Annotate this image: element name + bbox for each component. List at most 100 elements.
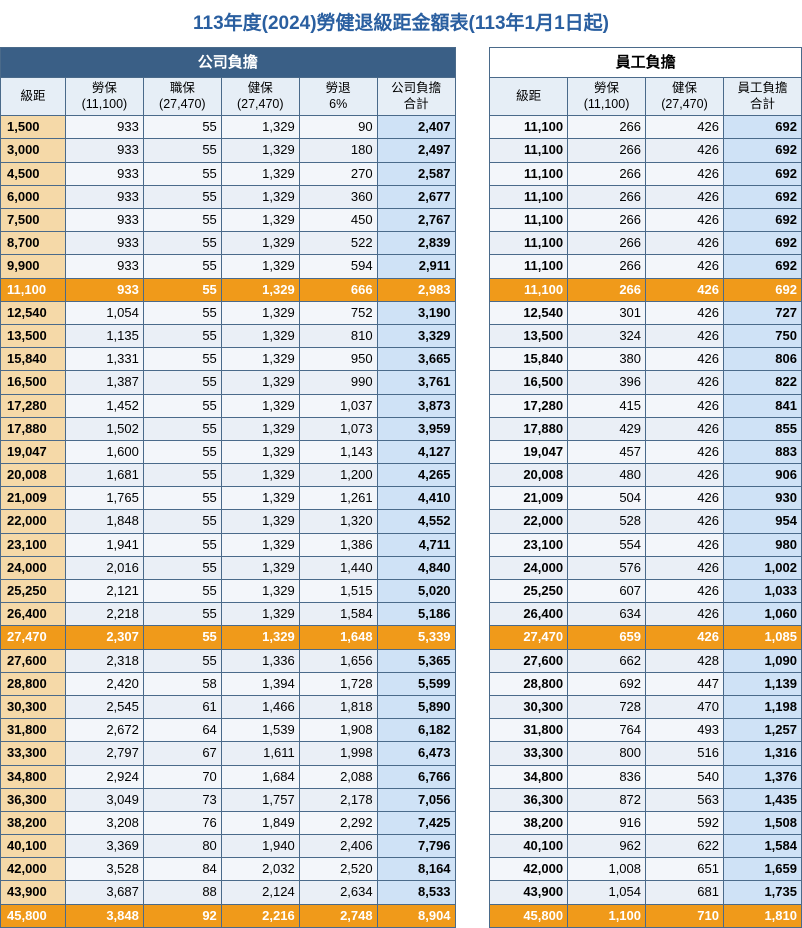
cell-emp-bracket: 11,100 — [490, 162, 568, 185]
gap-cell — [455, 348, 490, 371]
col-bracket: 級距 — [1, 78, 66, 116]
cell-bracket: 13,500 — [1, 324, 66, 347]
cell-laobao: 1,502 — [65, 417, 143, 440]
cell-emp-bracket: 11,100 — [490, 278, 568, 301]
cell-emp-jianbao: 426 — [646, 556, 724, 579]
cell-jianbao: 1,849 — [221, 811, 299, 834]
cell-emp-bracket: 16,500 — [490, 371, 568, 394]
col-jianbao: 健保(27,470) — [221, 78, 299, 116]
cell-emp-total: 1,810 — [723, 904, 801, 927]
cell-jianbao: 1,329 — [221, 417, 299, 440]
cell-laotui: 990 — [299, 371, 377, 394]
cell-emp-jianbao: 426 — [646, 255, 724, 278]
cell-laobao: 3,528 — [65, 858, 143, 881]
cell-bracket: 15,840 — [1, 348, 66, 371]
cell-bracket: 20,008 — [1, 464, 66, 487]
cell-jianbao: 1,940 — [221, 835, 299, 858]
cell-emp-bracket: 30,300 — [490, 695, 568, 718]
cell-emp-laobao: 662 — [568, 649, 646, 672]
gap-cell — [455, 765, 490, 788]
cell-jianbao: 1,329 — [221, 278, 299, 301]
cell-laobao: 2,307 — [65, 626, 143, 649]
insurance-table: 公司負擔 員工負擔 級距 勞保(11,100) 職保(27,470) 健保(27… — [0, 47, 802, 928]
cell-zhibao: 55 — [143, 556, 221, 579]
cell-company-total: 4,711 — [377, 533, 455, 556]
cell-emp-total: 883 — [723, 440, 801, 463]
cell-emp-jianbao: 426 — [646, 116, 724, 139]
cell-emp-jianbao: 447 — [646, 672, 724, 695]
cell-company-total: 2,497 — [377, 139, 455, 162]
col-emp-laobao: 勞保(11,100) — [568, 78, 646, 116]
gap-cell — [455, 255, 490, 278]
cell-emp-laobao: 266 — [568, 278, 646, 301]
cell-company-total: 4,840 — [377, 556, 455, 579]
cell-emp-bracket: 40,100 — [490, 835, 568, 858]
gap-cell — [455, 162, 490, 185]
gap-cell — [455, 510, 490, 533]
gap-cell — [455, 209, 490, 232]
cell-laobao: 933 — [65, 139, 143, 162]
cell-laotui: 360 — [299, 185, 377, 208]
cell-emp-bracket: 26,400 — [490, 603, 568, 626]
cell-zhibao: 55 — [143, 603, 221, 626]
cell-emp-bracket: 45,800 — [490, 904, 568, 927]
cell-bracket: 8,700 — [1, 232, 66, 255]
cell-emp-laobao: 457 — [568, 440, 646, 463]
cell-emp-bracket: 23,100 — [490, 533, 568, 556]
cell-emp-laobao: 692 — [568, 672, 646, 695]
cell-company-total: 2,407 — [377, 116, 455, 139]
cell-emp-jianbao: 710 — [646, 904, 724, 927]
cell-emp-jianbao: 426 — [646, 580, 724, 603]
cell-laotui: 2,088 — [299, 765, 377, 788]
cell-emp-bracket: 11,100 — [490, 116, 568, 139]
cell-bracket: 17,880 — [1, 417, 66, 440]
cell-laobao: 933 — [65, 255, 143, 278]
cell-jianbao: 1,329 — [221, 510, 299, 533]
col-emp-jianbao: 健保(27,470) — [646, 78, 724, 116]
cell-emp-total: 1,033 — [723, 580, 801, 603]
cell-emp-bracket: 24,000 — [490, 556, 568, 579]
cell-bracket: 40,100 — [1, 835, 66, 858]
cell-laobao: 1,331 — [65, 348, 143, 371]
cell-company-total: 2,911 — [377, 255, 455, 278]
cell-emp-total: 1,198 — [723, 695, 801, 718]
cell-company-total: 4,410 — [377, 487, 455, 510]
cell-zhibao: 55 — [143, 209, 221, 232]
cell-zhibao: 55 — [143, 324, 221, 347]
cell-emp-total: 806 — [723, 348, 801, 371]
cell-bracket: 22,000 — [1, 510, 66, 533]
cell-jianbao: 1,329 — [221, 580, 299, 603]
cell-laotui: 180 — [299, 139, 377, 162]
table-row: 43,9003,687882,1242,6348,53343,9001,0546… — [1, 881, 802, 904]
cell-bracket: 4,500 — [1, 162, 66, 185]
cell-zhibao: 67 — [143, 742, 221, 765]
table-row: 27,6002,318551,3361,6565,36527,600662428… — [1, 649, 802, 672]
cell-laobao: 1,600 — [65, 440, 143, 463]
cell-emp-bracket: 33,300 — [490, 742, 568, 765]
table-row: 27,4702,307551,3291,6485,33927,470659426… — [1, 626, 802, 649]
cell-emp-laobao: 380 — [568, 348, 646, 371]
cell-laobao: 2,218 — [65, 603, 143, 626]
cell-emp-jianbao: 426 — [646, 209, 724, 232]
gap-cell — [455, 788, 490, 811]
cell-laobao: 2,797 — [65, 742, 143, 765]
cell-company-total: 5,599 — [377, 672, 455, 695]
cell-bracket: 19,047 — [1, 440, 66, 463]
cell-laotui: 270 — [299, 162, 377, 185]
cell-emp-jianbao: 592 — [646, 811, 724, 834]
cell-jianbao: 1,329 — [221, 626, 299, 649]
cell-emp-total: 1,090 — [723, 649, 801, 672]
table-row: 28,8002,420581,3941,7285,59928,800692447… — [1, 672, 802, 695]
cell-emp-total: 1,735 — [723, 881, 801, 904]
gap-cell — [455, 464, 490, 487]
cell-emp-laobao: 1,100 — [568, 904, 646, 927]
col-emp-bracket: 級距 — [490, 78, 568, 116]
table-row: 30,3002,545611,4661,8185,89030,300728470… — [1, 695, 802, 718]
gap-cell — [455, 556, 490, 579]
cell-bracket: 7,500 — [1, 209, 66, 232]
cell-laobao: 933 — [65, 278, 143, 301]
cell-zhibao: 55 — [143, 255, 221, 278]
cell-emp-bracket: 27,600 — [490, 649, 568, 672]
table-row: 6,000933551,3293602,67711,100266426692 — [1, 185, 802, 208]
cell-jianbao: 1,329 — [221, 603, 299, 626]
